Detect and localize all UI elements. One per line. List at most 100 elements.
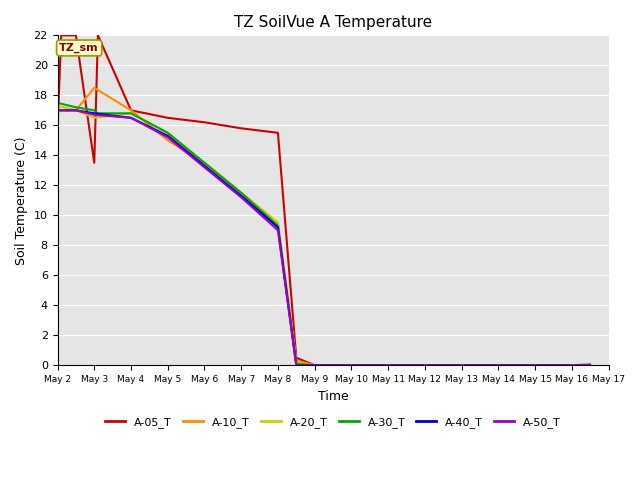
A-40_T	[568, 362, 575, 368]
A-10_T	[311, 362, 319, 368]
A-20_T	[164, 130, 172, 136]
A-40_T	[292, 362, 300, 368]
A-20_T	[348, 362, 355, 368]
A-40_T	[458, 362, 465, 368]
A-05_T	[531, 362, 539, 368]
A-20_T	[237, 190, 245, 196]
A-05_T	[384, 362, 392, 368]
A-30_T	[421, 362, 429, 368]
A-50_T	[72, 108, 80, 113]
A-30_T	[237, 190, 245, 196]
A-05_T	[58, 33, 65, 38]
A-30_T	[127, 110, 135, 116]
A-20_T	[384, 362, 392, 368]
A-30_T	[72, 105, 80, 110]
A-50_T	[421, 362, 429, 368]
A-05_T	[274, 130, 282, 136]
Line: A-05_T: A-05_T	[58, 36, 572, 365]
A-05_T	[568, 362, 575, 368]
A-20_T	[90, 115, 98, 120]
A-20_T	[54, 103, 61, 108]
A-10_T	[458, 362, 465, 368]
A-05_T	[421, 362, 429, 368]
A-30_T	[568, 362, 575, 368]
A-20_T	[458, 362, 465, 368]
A-20_T	[421, 362, 429, 368]
A-40_T	[274, 225, 282, 230]
Y-axis label: Soil Temperature (C): Soil Temperature (C)	[15, 136, 28, 264]
A-10_T	[421, 362, 429, 368]
A-10_T	[90, 85, 98, 91]
A-50_T	[164, 134, 172, 140]
A-05_T	[292, 355, 300, 360]
A-20_T	[311, 362, 319, 368]
A-05_T	[54, 125, 61, 131]
A-05_T	[164, 115, 172, 120]
A-50_T	[311, 362, 319, 368]
A-05_T	[200, 120, 208, 125]
A-40_T	[164, 133, 172, 139]
A-10_T	[292, 358, 300, 364]
A-50_T	[495, 362, 502, 368]
A-50_T	[200, 165, 208, 170]
A-40_T	[54, 108, 61, 113]
A-50_T	[568, 362, 575, 368]
A-20_T	[274, 220, 282, 226]
A-10_T	[237, 190, 245, 196]
A-50_T	[127, 115, 135, 120]
Line: A-50_T: A-50_T	[58, 110, 590, 365]
Line: A-30_T: A-30_T	[58, 103, 572, 365]
A-05_T	[348, 362, 355, 368]
A-30_T	[292, 361, 300, 367]
A-40_T	[531, 362, 539, 368]
Line: A-40_T: A-40_T	[58, 110, 572, 365]
A-40_T	[90, 110, 98, 116]
A-50_T	[237, 194, 245, 200]
A-30_T	[348, 362, 355, 368]
A-50_T	[531, 362, 539, 368]
A-05_T	[90, 160, 98, 166]
A-50_T	[348, 362, 355, 368]
A-40_T	[237, 193, 245, 199]
A-10_T	[54, 108, 61, 113]
A-20_T	[495, 362, 502, 368]
A-30_T	[495, 362, 502, 368]
A-40_T	[348, 362, 355, 368]
A-50_T	[292, 362, 300, 368]
A-20_T	[292, 360, 300, 365]
A-30_T	[531, 362, 539, 368]
A-05_T	[94, 33, 102, 38]
A-20_T	[531, 362, 539, 368]
A-10_T	[127, 108, 135, 113]
A-40_T	[421, 362, 429, 368]
A-50_T	[586, 361, 594, 367]
A-10_T	[274, 220, 282, 226]
A-20_T	[72, 108, 80, 113]
A-40_T	[311, 362, 319, 368]
Title: TZ SoilVue A Temperature: TZ SoilVue A Temperature	[234, 15, 432, 30]
A-20_T	[568, 362, 575, 368]
A-30_T	[164, 130, 172, 136]
A-10_T	[164, 137, 172, 143]
A-10_T	[72, 108, 80, 113]
Text: TZ_sm: TZ_sm	[60, 43, 99, 53]
X-axis label: Time: Time	[317, 390, 348, 403]
A-40_T	[200, 163, 208, 168]
A-10_T	[384, 362, 392, 368]
A-50_T	[90, 112, 98, 118]
A-30_T	[384, 362, 392, 368]
A-05_T	[311, 362, 319, 368]
A-30_T	[54, 100, 61, 106]
A-50_T	[458, 362, 465, 368]
A-40_T	[495, 362, 502, 368]
A-40_T	[127, 115, 135, 120]
Legend: A-05_T, A-10_T, A-20_T, A-30_T, A-40_T, A-50_T: A-05_T, A-10_T, A-20_T, A-30_T, A-40_T, …	[100, 412, 565, 432]
A-05_T	[458, 362, 465, 368]
A-30_T	[458, 362, 465, 368]
A-30_T	[311, 362, 319, 368]
A-05_T	[237, 125, 245, 131]
A-30_T	[90, 108, 98, 113]
A-40_T	[72, 108, 80, 113]
A-05_T	[495, 362, 502, 368]
A-50_T	[384, 362, 392, 368]
